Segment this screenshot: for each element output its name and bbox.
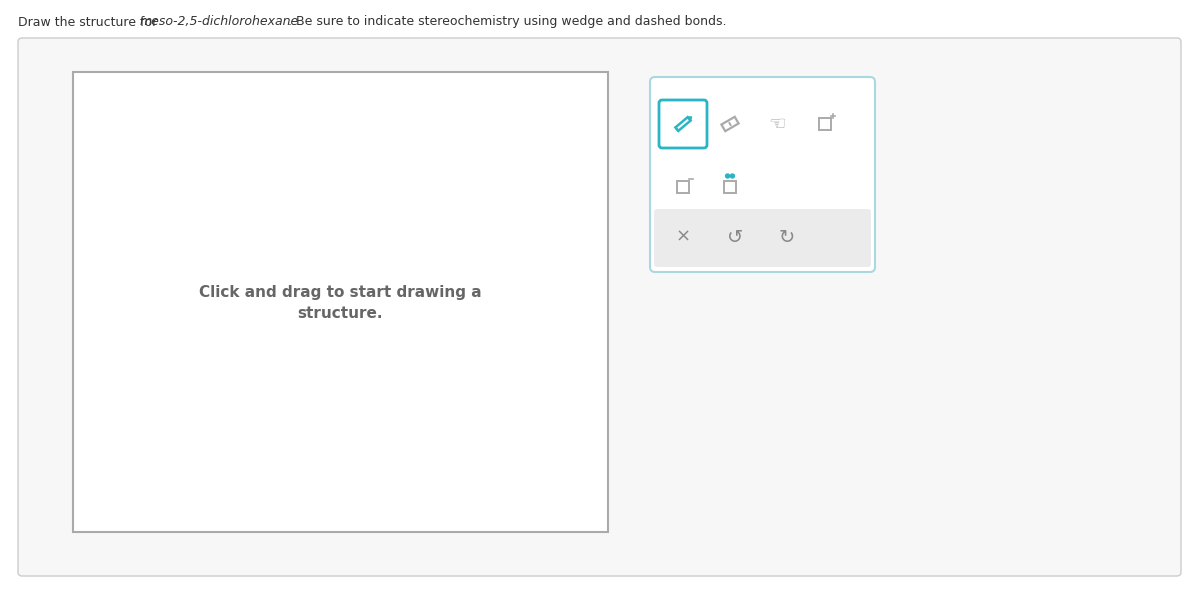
FancyBboxPatch shape xyxy=(650,77,875,272)
Bar xyxy=(73,72,608,532)
Text: Draw the structure for: Draw the structure for xyxy=(18,15,161,28)
Circle shape xyxy=(731,174,734,178)
FancyBboxPatch shape xyxy=(659,100,707,148)
Circle shape xyxy=(726,174,730,178)
Bar xyxy=(677,181,689,193)
FancyBboxPatch shape xyxy=(18,38,1181,576)
Bar xyxy=(818,118,830,130)
Text: ↺: ↺ xyxy=(727,228,743,246)
Text: meso-2,5-dichlorohexane: meso-2,5-dichlorohexane xyxy=(140,15,299,28)
Text: ×: × xyxy=(676,228,690,246)
Polygon shape xyxy=(688,117,691,121)
Bar xyxy=(724,181,736,193)
Text: ↻: ↻ xyxy=(779,228,796,246)
Text: Click and drag to start drawing a: Click and drag to start drawing a xyxy=(199,284,482,300)
FancyBboxPatch shape xyxy=(654,209,871,267)
Text: structure.: structure. xyxy=(298,307,383,322)
Text: ☜: ☜ xyxy=(768,115,786,134)
Text: . Be sure to indicate stereochemistry using wedge and dashed bonds.: . Be sure to indicate stereochemistry us… xyxy=(288,15,726,28)
